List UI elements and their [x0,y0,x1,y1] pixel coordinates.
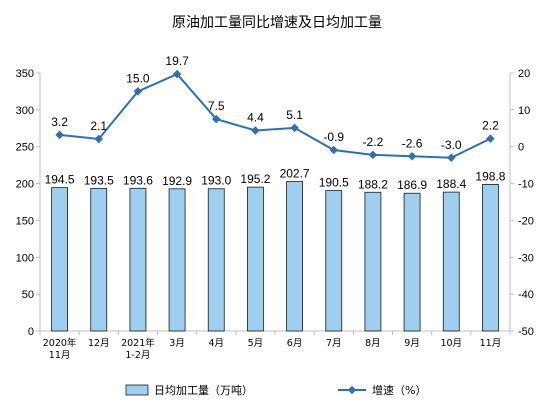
line-value-label: 15.0 [126,71,150,85]
right-tick-label: 0 [518,142,524,154]
legend-bar-swatch [125,384,149,396]
category-label: 1-2月 [125,350,150,361]
line-point [447,153,456,163]
line-point [212,114,221,124]
line-value-label: 7.5 [208,99,225,113]
category-label: 5月 [248,338,264,349]
bar-value-label: 188.4 [436,177,466,191]
left-tick-label: 0 [28,326,34,338]
category-label: 3月 [169,338,185,349]
bar-value-label: 202.7 [280,167,310,181]
bar [90,187,108,332]
line-value-label: -3.0 [441,138,462,152]
bar [207,188,225,332]
bar [129,187,147,332]
line-point [407,152,417,161]
bar-value-label: 186.9 [397,178,427,192]
line-point [55,130,64,140]
category-label: 11月 [480,338,502,349]
line-value-label: 19.7 [165,54,189,68]
line-value-label: 4.4 [247,110,264,124]
bar-value-label: 194.5 [45,173,75,187]
line-point [94,134,103,144]
bar [482,184,499,332]
bar [286,181,303,332]
line-value-label: 2.1 [90,119,107,133]
category-label: 10月 [440,338,462,349]
bar-value-label: 198.8 [475,169,505,183]
right-tick-label: -20 [518,215,534,227]
category-label: 2021年 [121,337,155,349]
legend-bar-label: 日均加工量（万吨） [154,384,253,397]
bar-value-label: 188.2 [358,177,388,191]
bar [325,190,343,332]
left-tick-label: 250 [16,142,34,154]
bar [403,192,421,332]
legend-line-label: 增速（%） [372,383,426,397]
line-point [290,123,299,133]
left-tick-label: 350 [16,68,34,80]
left-tick-label: 50 [22,289,34,301]
chart-title: 原油加工量同比增速及日均加工量 [172,15,382,31]
category-label: 12月 [88,338,110,349]
bar [51,187,68,332]
legend: 日均加工量（万吨） 增速（%） [125,383,426,397]
legend-line-marker [347,385,357,395]
line-point [368,150,378,160]
line-value-label: -0.9 [323,130,344,144]
line-point [486,134,495,143]
category-label: 9月 [404,338,420,349]
line-value-label: -2.6 [402,136,423,150]
bar-value-label: 192.9 [162,174,192,188]
bar-value-label: 193.0 [201,174,231,188]
bar-value-label: 190.5 [319,176,349,190]
bar-value-label: 193.5 [84,173,114,187]
category-label: 2020年 [43,337,77,349]
line-value-label: 3.2 [51,115,68,129]
right-tick-label: -30 [518,252,534,264]
line-point [329,145,338,155]
line-value-label: 2.2 [482,119,499,133]
bar-value-label: 195.2 [240,172,270,186]
bar [442,191,460,332]
line-point [251,126,260,135]
left-tick-label: 300 [16,105,34,117]
right-tick-label: -10 [518,179,534,191]
line-point [172,69,182,79]
bar [168,188,186,332]
category-label: 6月 [287,338,303,349]
growth-line [59,72,491,159]
left-tick-label: 150 [16,215,34,227]
bar [364,191,382,332]
right-tick-label: 10 [518,105,530,117]
right-tick-label: 20 [518,68,530,80]
bar-value-label: 193.6 [123,173,153,187]
line-value-label: -2.2 [363,135,384,149]
category-label: 7月 [326,338,342,349]
left-tick-label: 200 [16,179,34,191]
bar [247,186,264,332]
left-tick-label: 100 [16,252,34,264]
line-point [133,87,143,96]
category-label: 11月 [49,350,71,361]
right-tick-label: -50 [518,326,534,338]
category-label: 4月 [208,338,224,349]
line-value-label: 5.1 [286,108,303,122]
right-tick-label: -40 [518,289,534,301]
category-label: 8月 [365,338,381,349]
